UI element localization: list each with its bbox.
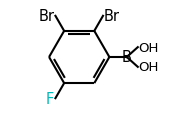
Text: OH: OH [138,61,159,74]
Text: F: F [46,91,54,106]
Text: Br: Br [39,9,55,24]
Text: Br: Br [104,9,120,24]
Text: OH: OH [138,41,159,54]
Text: B: B [122,50,132,65]
